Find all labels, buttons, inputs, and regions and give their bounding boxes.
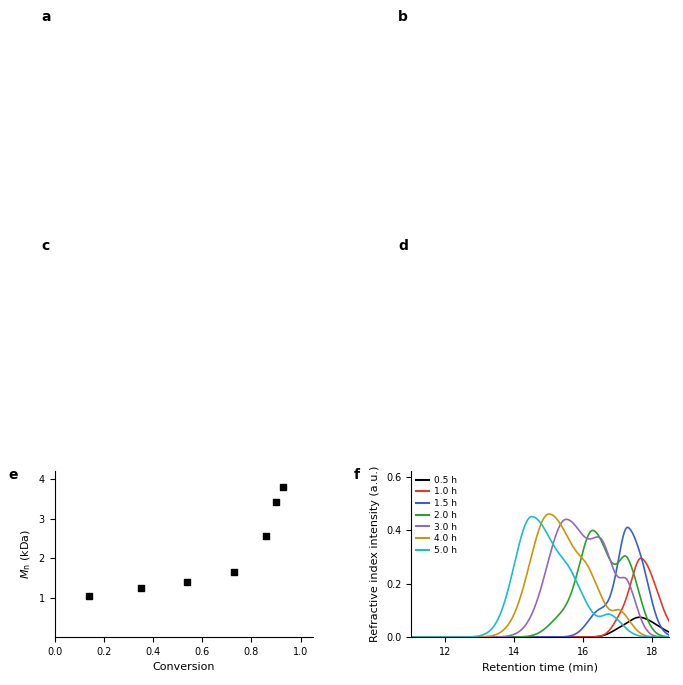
2.0 h <box>665 633 673 641</box>
2.0 h <box>420 633 428 641</box>
1.5 h <box>533 633 541 641</box>
Line: 3.0 h: 3.0 h <box>411 519 669 637</box>
2.0 h <box>526 632 534 640</box>
1.0 h <box>658 601 666 609</box>
4.0 h <box>420 633 428 641</box>
Text: a: a <box>42 10 51 25</box>
0.5 h <box>407 633 415 641</box>
4.0 h <box>665 633 673 641</box>
2.0 h <box>658 632 666 640</box>
4.0 h <box>526 558 534 566</box>
0.5 h <box>658 624 666 632</box>
2.0 h <box>407 633 415 641</box>
1.5 h <box>624 523 632 532</box>
1.0 h <box>420 633 428 641</box>
Text: d: d <box>398 239 408 253</box>
X-axis label: Conversion: Conversion <box>152 662 215 673</box>
0.5 h <box>611 626 619 634</box>
2.0 h <box>589 526 597 534</box>
4.0 h <box>545 510 553 518</box>
Y-axis label: $M_{\mathrm{n}}$ (kDa): $M_{\mathrm{n}}$ (kDa) <box>20 530 33 579</box>
3.0 h <box>658 633 666 641</box>
4.0 h <box>407 633 415 641</box>
0.5 h <box>533 633 541 641</box>
5.0 h <box>658 633 666 641</box>
1.0 h <box>407 633 415 641</box>
1.0 h <box>526 633 534 641</box>
5.0 h <box>658 633 666 641</box>
3.0 h <box>420 633 428 641</box>
1.5 h <box>658 625 666 633</box>
3.0 h <box>526 614 534 622</box>
Point <box>182 576 193 587</box>
Point <box>261 531 272 542</box>
3.0 h <box>533 597 541 606</box>
2.0 h <box>611 560 619 569</box>
4.0 h <box>658 633 666 641</box>
Line: 1.0 h: 1.0 h <box>411 558 669 637</box>
3.0 h <box>611 568 619 576</box>
2.0 h <box>658 632 666 640</box>
4.0 h <box>611 606 619 614</box>
Line: 5.0 h: 5.0 h <box>411 516 669 637</box>
0.5 h <box>665 628 673 636</box>
4.0 h <box>658 633 666 641</box>
X-axis label: Retention time (min): Retention time (min) <box>482 662 598 673</box>
1.5 h <box>658 624 666 632</box>
4.0 h <box>533 533 541 541</box>
Legend: 0.5 h, 1.0 h, 1.5 h, 2.0 h, 3.0 h, 4.0 h, 5.0 h: 0.5 h, 1.0 h, 1.5 h, 2.0 h, 3.0 h, 4.0 h… <box>415 476 457 555</box>
5.0 h <box>611 613 619 621</box>
Text: e: e <box>8 468 18 482</box>
5.0 h <box>420 633 428 641</box>
1.5 h <box>526 633 534 641</box>
Point <box>83 590 94 601</box>
Point <box>229 566 240 577</box>
3.0 h <box>665 633 673 641</box>
5.0 h <box>533 514 541 523</box>
3.0 h <box>562 515 570 523</box>
Point <box>270 497 281 508</box>
Point <box>135 583 146 594</box>
0.5 h <box>526 633 534 641</box>
1.0 h <box>611 619 619 627</box>
0.5 h <box>420 633 428 641</box>
1.0 h <box>533 633 541 641</box>
5.0 h <box>528 512 536 521</box>
1.5 h <box>420 633 428 641</box>
2.0 h <box>533 630 541 638</box>
5.0 h <box>526 513 534 521</box>
5.0 h <box>665 633 673 641</box>
Line: 0.5 h: 0.5 h <box>411 617 669 637</box>
5.0 h <box>407 633 415 641</box>
1.5 h <box>665 631 673 639</box>
1.0 h <box>665 617 673 625</box>
0.5 h <box>658 624 666 632</box>
Y-axis label: Refractive index intensity (a.u.): Refractive index intensity (a.u.) <box>370 466 380 643</box>
3.0 h <box>658 633 666 641</box>
1.0 h <box>658 601 666 609</box>
Text: f: f <box>354 468 360 482</box>
1.5 h <box>611 576 619 584</box>
3.0 h <box>407 633 415 641</box>
Line: 1.5 h: 1.5 h <box>411 527 669 637</box>
Line: 2.0 h: 2.0 h <box>411 530 669 637</box>
0.5 h <box>635 613 643 621</box>
Line: 4.0 h: 4.0 h <box>411 514 669 637</box>
1.5 h <box>407 633 415 641</box>
1.0 h <box>637 554 645 562</box>
Text: b: b <box>398 10 408 25</box>
Point <box>278 482 289 493</box>
Text: c: c <box>42 239 50 253</box>
